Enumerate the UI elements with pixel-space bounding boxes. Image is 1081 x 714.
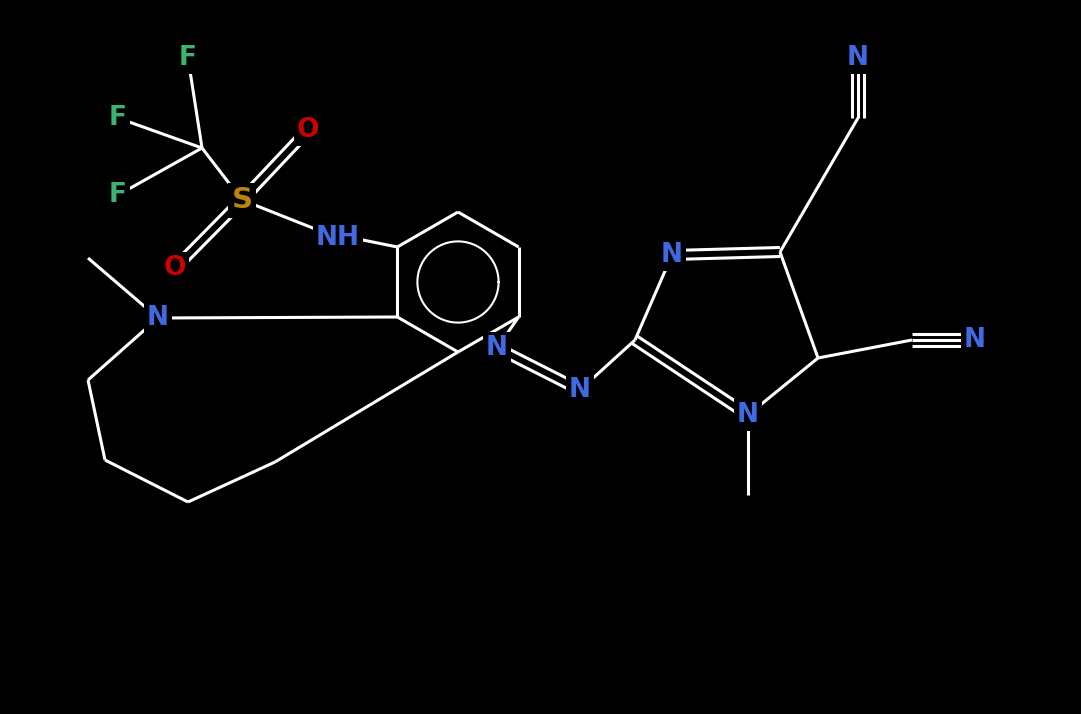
Text: N: N [660,242,683,268]
Text: N: N [737,402,759,428]
Text: F: F [109,105,126,131]
Text: F: F [179,45,197,71]
Text: F: F [109,182,126,208]
Text: N: N [964,327,986,353]
Text: NH: NH [316,225,360,251]
Text: N: N [147,305,169,331]
Text: N: N [486,335,508,361]
Text: O: O [163,255,186,281]
Text: S: S [231,186,253,214]
Text: N: N [569,377,591,403]
Text: N: N [848,45,869,71]
Text: O: O [297,117,319,143]
